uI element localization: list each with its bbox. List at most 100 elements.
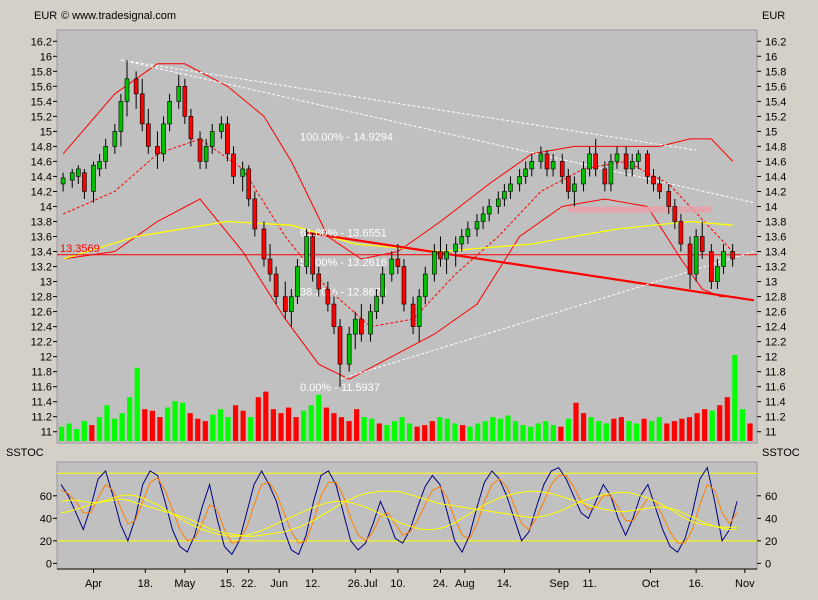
volume-bar <box>520 425 526 441</box>
fibonacci-level-label: 0.00% - 11.5937 <box>300 382 380 394</box>
price-tick-label-right: 14.8 <box>765 141 786 153</box>
volume-bar <box>444 418 450 441</box>
fibonacci-level-label: 100.00% - 14.9294 <box>300 132 393 144</box>
volume-bar <box>422 425 428 441</box>
candle-body <box>60 177 66 185</box>
price-tick-label-right: 13.8 <box>765 216 786 228</box>
volume-bar <box>467 426 473 441</box>
price-tick-label-left: 12.4 <box>31 322 52 334</box>
candle-body <box>231 153 236 177</box>
price-tick-label-left: 12.8 <box>31 292 52 304</box>
volume-bar <box>482 421 488 441</box>
price-tick-label-right: 13.2 <box>765 262 786 274</box>
candle-body <box>465 228 471 237</box>
price-tick-label-right: 14.4 <box>765 171 786 183</box>
x-tick-label: 26. <box>348 578 363 590</box>
candle-body <box>410 303 416 327</box>
trendline <box>339 251 755 380</box>
x-tick-label: 22. <box>241 578 256 590</box>
volume-bar <box>437 417 443 441</box>
candle-body <box>304 236 309 267</box>
volume-bar <box>399 417 405 441</box>
volume-bar <box>89 425 95 441</box>
volume-bar <box>452 423 458 441</box>
candle-body <box>666 191 672 207</box>
volume-bar <box>490 417 496 441</box>
volume-bar <box>248 417 254 441</box>
volume-bar <box>512 421 519 441</box>
oscillator-label-left: SSTOC <box>6 447 44 459</box>
price-tick-label-right: 12.8 <box>765 292 786 304</box>
price-tick-label-right: 11.2 <box>765 412 786 424</box>
trendline <box>306 231 755 302</box>
price-tick-label-left: 15.2 <box>31 111 52 123</box>
indicator-moving-average <box>62 138 734 328</box>
candle-body <box>267 258 273 275</box>
candle-body <box>538 153 544 162</box>
candle-body <box>566 176 571 192</box>
candle-body <box>672 206 678 222</box>
x-tick-label: Oct <box>642 578 659 590</box>
x-tick-label: May <box>174 578 195 590</box>
volume-bar <box>59 426 65 441</box>
price-tick-label-right: 12 <box>765 352 777 364</box>
price-tick-label-right: 16 <box>765 51 777 63</box>
candle-body <box>730 251 735 260</box>
volume-bar <box>369 418 375 441</box>
volume-bar <box>550 425 556 441</box>
price-tick-label-right: 14 <box>765 201 777 213</box>
candle-body <box>602 168 608 185</box>
price-tick-label-right: 15.6 <box>765 81 786 93</box>
price-tick-label-right: 11.8 <box>765 367 786 379</box>
x-tick-label: 12. <box>305 578 320 590</box>
price-tick-label-left: 11.2 <box>31 412 52 424</box>
volume-bar <box>414 426 420 441</box>
price-tick-label-right: 14.6 <box>765 156 786 168</box>
price-tick-label-left: 13.2 <box>31 262 52 274</box>
x-tick-label: 15. <box>220 578 235 590</box>
candle-body <box>636 153 641 162</box>
candle-body <box>416 296 422 327</box>
volume-bar <box>323 407 329 441</box>
volume-bar <box>157 417 163 441</box>
candle-body <box>97 161 102 170</box>
candle-body <box>693 236 699 275</box>
candle-body <box>496 198 501 207</box>
price-tick-label-left: 14 <box>40 201 52 213</box>
candle-body <box>176 86 182 102</box>
price-tick-label-left: 11.4 <box>31 397 52 409</box>
trendline <box>120 59 755 204</box>
price-tick-label-left: 12.2 <box>31 337 52 349</box>
volume-bar <box>149 410 155 441</box>
price-tick-label-right: 13.6 <box>765 232 786 244</box>
volume-bar <box>581 413 587 441</box>
volume-bar <box>505 415 511 441</box>
volume-bar <box>475 423 481 441</box>
volume-bar <box>202 421 208 441</box>
volume-bar <box>308 405 314 441</box>
volume-bar <box>66 423 72 441</box>
price-tick-label-right: 13.4 <box>765 247 786 259</box>
volume-bar <box>391 421 398 441</box>
osc-series-line <box>60 490 737 537</box>
osc-tick-label-left: 0 <box>46 558 52 570</box>
price-layer: 13.3569 100.00% - 14.9294 61.80% - 13.6551… <box>57 59 757 394</box>
volume-bar <box>528 426 534 441</box>
candle-body <box>422 273 428 297</box>
volume-bar <box>694 413 700 441</box>
candle-body <box>182 86 188 117</box>
oscillator-layer <box>57 466 757 556</box>
candle-body <box>112 131 118 147</box>
candle-body <box>395 258 401 267</box>
candle-body <box>709 251 714 282</box>
volume-bar <box>671 421 677 441</box>
price-tick-label-left: 15.8 <box>31 66 52 78</box>
osc-tick-label-left: 40 <box>40 513 52 525</box>
x-tick-label: Sep <box>549 578 569 590</box>
x-tick-label: Jun <box>270 578 288 590</box>
candle-body <box>219 123 224 132</box>
volume-bar <box>649 421 655 441</box>
candle-body <box>593 153 598 170</box>
candle-body <box>517 176 522 185</box>
